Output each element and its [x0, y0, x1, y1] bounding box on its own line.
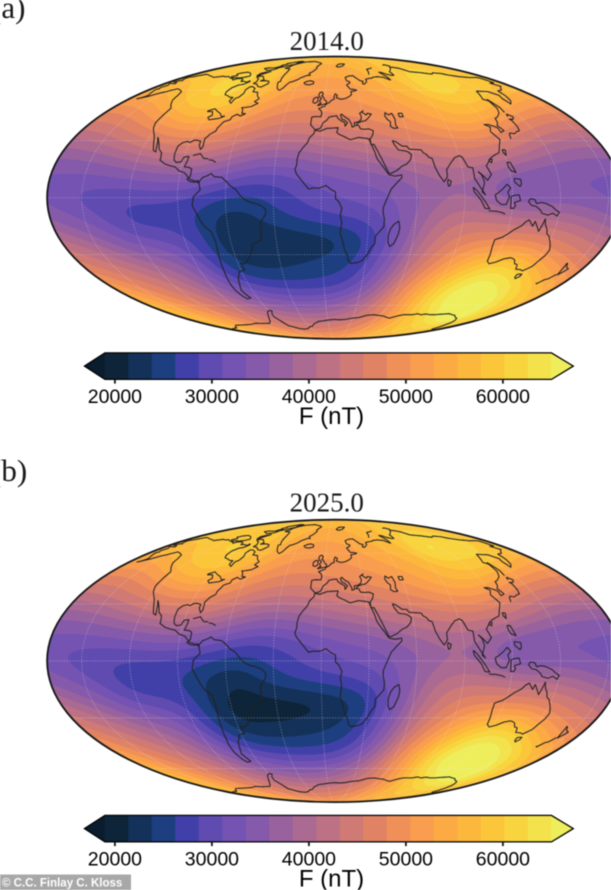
svg-text:F (nT): F (nT): [299, 403, 364, 430]
svg-text:F (nT): F (nT): [299, 865, 364, 890]
svg-text:(a): (a): [0, 0, 25, 25]
svg-text:20000: 20000: [88, 386, 142, 408]
svg-text:(b): (b): [0, 453, 27, 488]
svg-text:50000: 50000: [379, 386, 433, 408]
svg-text:60000: 60000: [476, 849, 530, 871]
svg-text:30000: 30000: [185, 849, 239, 871]
svg-text:2025.0: 2025.0: [290, 488, 364, 518]
svg-text:60000: 60000: [476, 386, 530, 408]
svg-text:© C.C. Finlay C. Kloss: © C.C. Finlay C. Kloss: [2, 877, 122, 889]
svg-text:40000: 40000: [282, 849, 336, 871]
svg-text:2014.0: 2014.0: [290, 26, 364, 56]
svg-text:20000: 20000: [88, 849, 142, 871]
svg-text:40000: 40000: [282, 386, 336, 408]
svg-text:30000: 30000: [185, 386, 239, 408]
svg-text:50000: 50000: [379, 849, 433, 871]
